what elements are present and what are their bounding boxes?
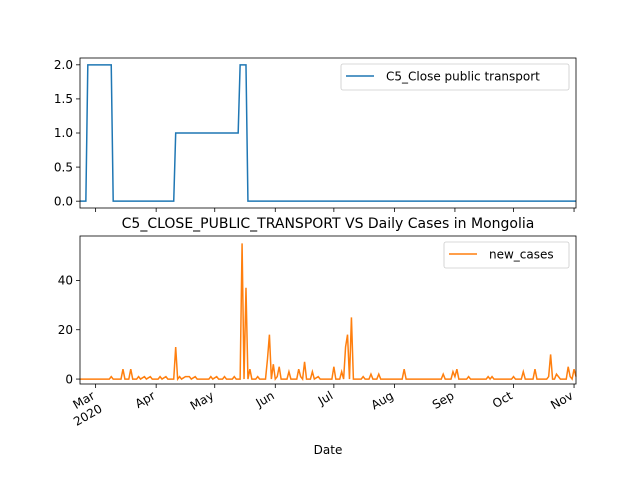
series-line-c5-close-public-transport xyxy=(80,64,576,202)
x-tick-label: Jul xyxy=(315,388,335,408)
bottom-legend-label: new_cases xyxy=(489,248,554,262)
y-tick-label: 0.0 xyxy=(54,194,73,208)
series-line-new-cases xyxy=(80,243,577,382)
top-series-layer xyxy=(80,64,576,202)
y-tick-label: 20 xyxy=(58,323,73,337)
top-legend-label: C5_Close public transport xyxy=(386,70,540,84)
top-x-ticks xyxy=(95,208,575,212)
top-legend: C5_Close public transport xyxy=(340,63,570,91)
top-y-ticks: 0.0 0.5 1.0 1.5 2.0 xyxy=(54,58,80,208)
y-tick-label: 40 xyxy=(58,274,73,288)
y-tick-label: 1.0 xyxy=(54,126,73,140)
bottom-y-ticks: 0 20 40 xyxy=(58,274,80,386)
bottom-plot-frame xyxy=(79,235,577,385)
bottom-chart: C5_CLOSE_PUBLIC_TRANSPORT VS Daily Cases… xyxy=(58,216,577,457)
y-tick-label: 0 xyxy=(65,372,73,386)
top-legend-box xyxy=(340,63,570,91)
bottom-legend: new_cases xyxy=(443,241,570,269)
chart-title: C5_CLOSE_PUBLIC_TRANSPORT VS Daily Cases… xyxy=(122,216,535,232)
y-tick-label: 2.0 xyxy=(54,58,73,72)
y-tick-label: 0.5 xyxy=(54,160,73,174)
top-chart: 0.0 0.5 1.0 1.5 2.0 C5_Close public transpor… xyxy=(54,57,577,212)
x-axis-label: Date xyxy=(314,443,343,457)
y-tick-label: 1.5 xyxy=(54,92,73,106)
bottom-series-layer xyxy=(80,243,577,382)
bottom-legend-box xyxy=(443,241,570,269)
